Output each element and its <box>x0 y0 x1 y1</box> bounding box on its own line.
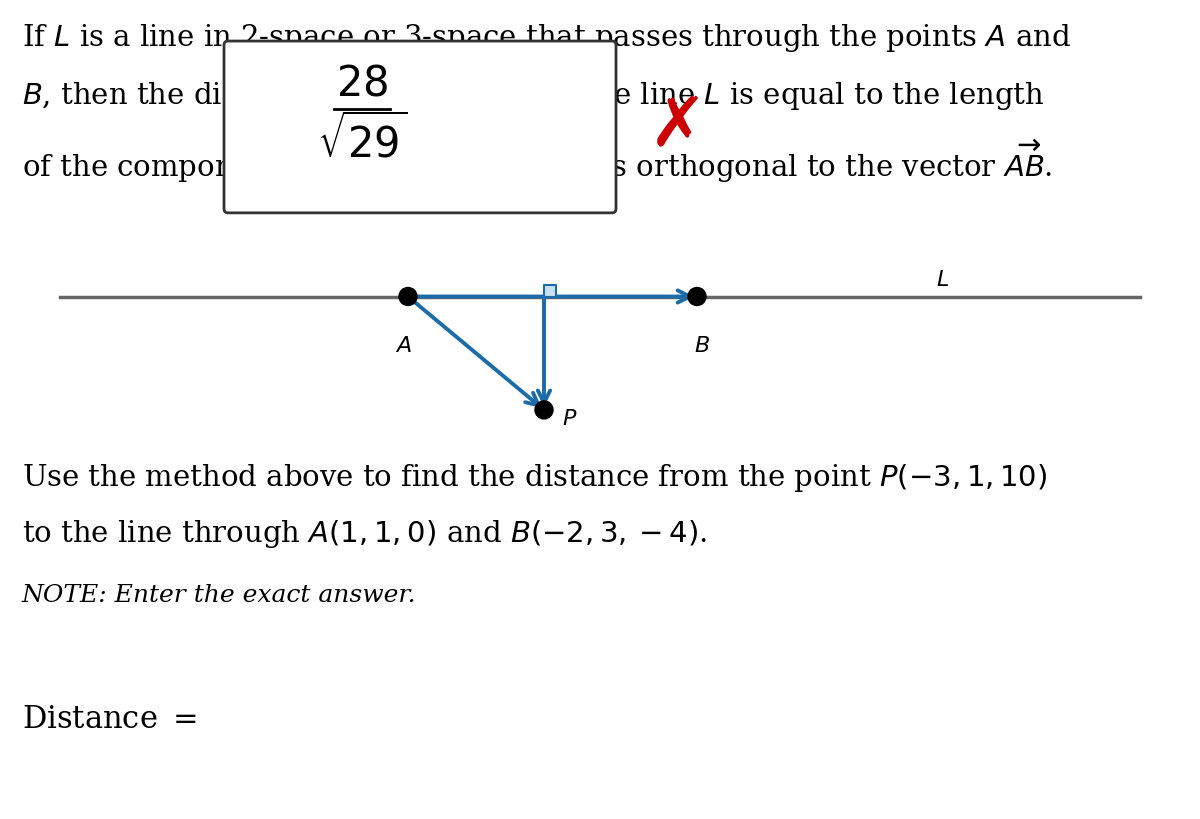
Text: Use the method above to find the distance from the point $P(-3, 1, 10)$: Use the method above to find the distanc… <box>22 462 1048 494</box>
Text: ✗: ✗ <box>649 93 707 161</box>
FancyBboxPatch shape <box>224 41 616 213</box>
Circle shape <box>535 400 553 419</box>
Text: to the line through $A(1, 1, 0)$ and $B(-2, 3, -4)$.: to the line through $A(1, 1, 0)$ and $B(… <box>22 518 707 550</box>
Text: $P$: $P$ <box>562 408 577 430</box>
Text: of the component of the vector $\overrightarrow{AP}$ that is orthogonal to the v: of the component of the vector $\overrig… <box>22 138 1052 185</box>
Text: $28$: $28$ <box>336 63 389 105</box>
Text: $L$: $L$ <box>936 269 949 292</box>
Text: $B$, then the distance from a point $P$ to the line $L$ is equal to the length: $B$, then the distance from a point $P$ … <box>22 80 1044 112</box>
Polygon shape <box>544 284 556 296</box>
Text: If $L$ is a line in 2-space or 3-space that passes through the points $A$ and: If $L$ is a line in 2-space or 3-space t… <box>22 22 1070 54</box>
Circle shape <box>688 287 706 305</box>
Text: $\sqrt{29}$: $\sqrt{29}$ <box>317 115 408 166</box>
Text: $B$: $B$ <box>694 334 710 356</box>
Text: $A$: $A$ <box>395 334 412 356</box>
Text: Distance $=$: Distance $=$ <box>22 704 197 735</box>
Circle shape <box>398 287 418 305</box>
Text: NOTE: Enter the exact answer.: NOTE: Enter the exact answer. <box>22 584 416 607</box>
